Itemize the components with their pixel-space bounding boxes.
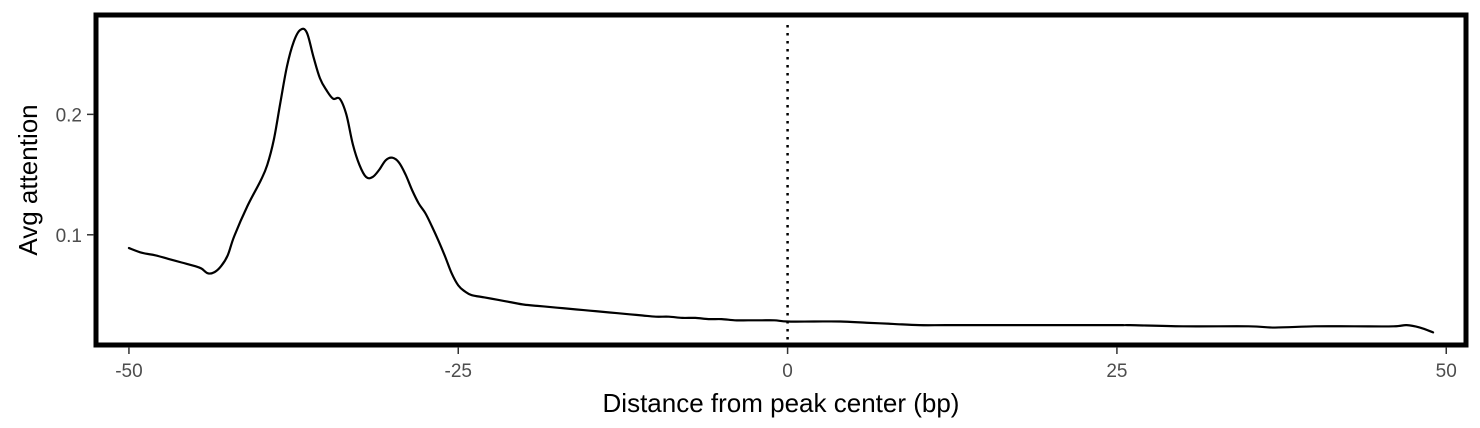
plot-panel-border [93, 12, 1469, 348]
series-layer [127, 27, 1435, 334]
y-axis-title: Avg attention [13, 104, 43, 255]
x-axis-title: Distance from peak center (bp) [603, 388, 960, 418]
x-tick-label: -25 [445, 361, 472, 382]
y-tick-label: 0.2 [56, 105, 82, 126]
x-tick-label: 0 [782, 361, 793, 382]
y-axis: 0.1 0.2 [56, 105, 94, 247]
x-tick-label: -50 [115, 361, 142, 382]
x-tick-label: 50 [1436, 361, 1457, 382]
series-line-0 [127, 27, 1435, 334]
x-tick-label: 25 [1106, 361, 1127, 382]
y-tick-label: 0.1 [56, 226, 82, 247]
x-axis: -50 -25 0 25 50 [115, 347, 1457, 382]
